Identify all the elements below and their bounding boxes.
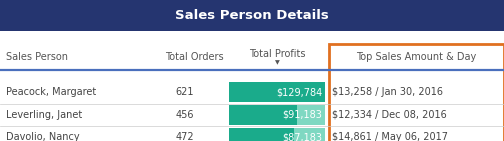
Text: Sales Person: Sales Person <box>6 52 68 62</box>
Text: 621: 621 <box>175 87 194 97</box>
Text: $13,258 / Jan 30, 2016: $13,258 / Jan 30, 2016 <box>332 87 443 97</box>
Bar <box>229 82 325 102</box>
Text: $14,861 / May 06, 2017: $14,861 / May 06, 2017 <box>332 133 448 141</box>
Text: $12,334 / Dec 08, 2016: $12,334 / Dec 08, 2016 <box>332 110 447 120</box>
Text: Total Orders: Total Orders <box>165 52 223 62</box>
Text: 472: 472 <box>175 133 194 141</box>
Text: Top Sales Amount & Day: Top Sales Amount & Day <box>356 52 476 62</box>
Text: Leverling, Janet: Leverling, Janet <box>6 110 82 120</box>
Bar <box>229 82 325 102</box>
Bar <box>229 105 296 125</box>
Text: $129,784: $129,784 <box>276 87 323 97</box>
Bar <box>229 128 294 141</box>
Text: $87,183: $87,183 <box>283 133 323 141</box>
Text: $91,183: $91,183 <box>283 110 323 120</box>
Bar <box>229 105 325 125</box>
Text: Davolio, Nancy: Davolio, Nancy <box>6 133 80 141</box>
Bar <box>0 0 504 31</box>
Bar <box>229 128 325 141</box>
Text: Peacock, Margaret: Peacock, Margaret <box>6 87 96 97</box>
Bar <box>329 44 504 141</box>
Text: ▼: ▼ <box>275 60 280 65</box>
Text: Total Profits: Total Profits <box>249 49 305 59</box>
Text: 456: 456 <box>175 110 194 120</box>
Text: Sales Person Details: Sales Person Details <box>175 9 329 22</box>
